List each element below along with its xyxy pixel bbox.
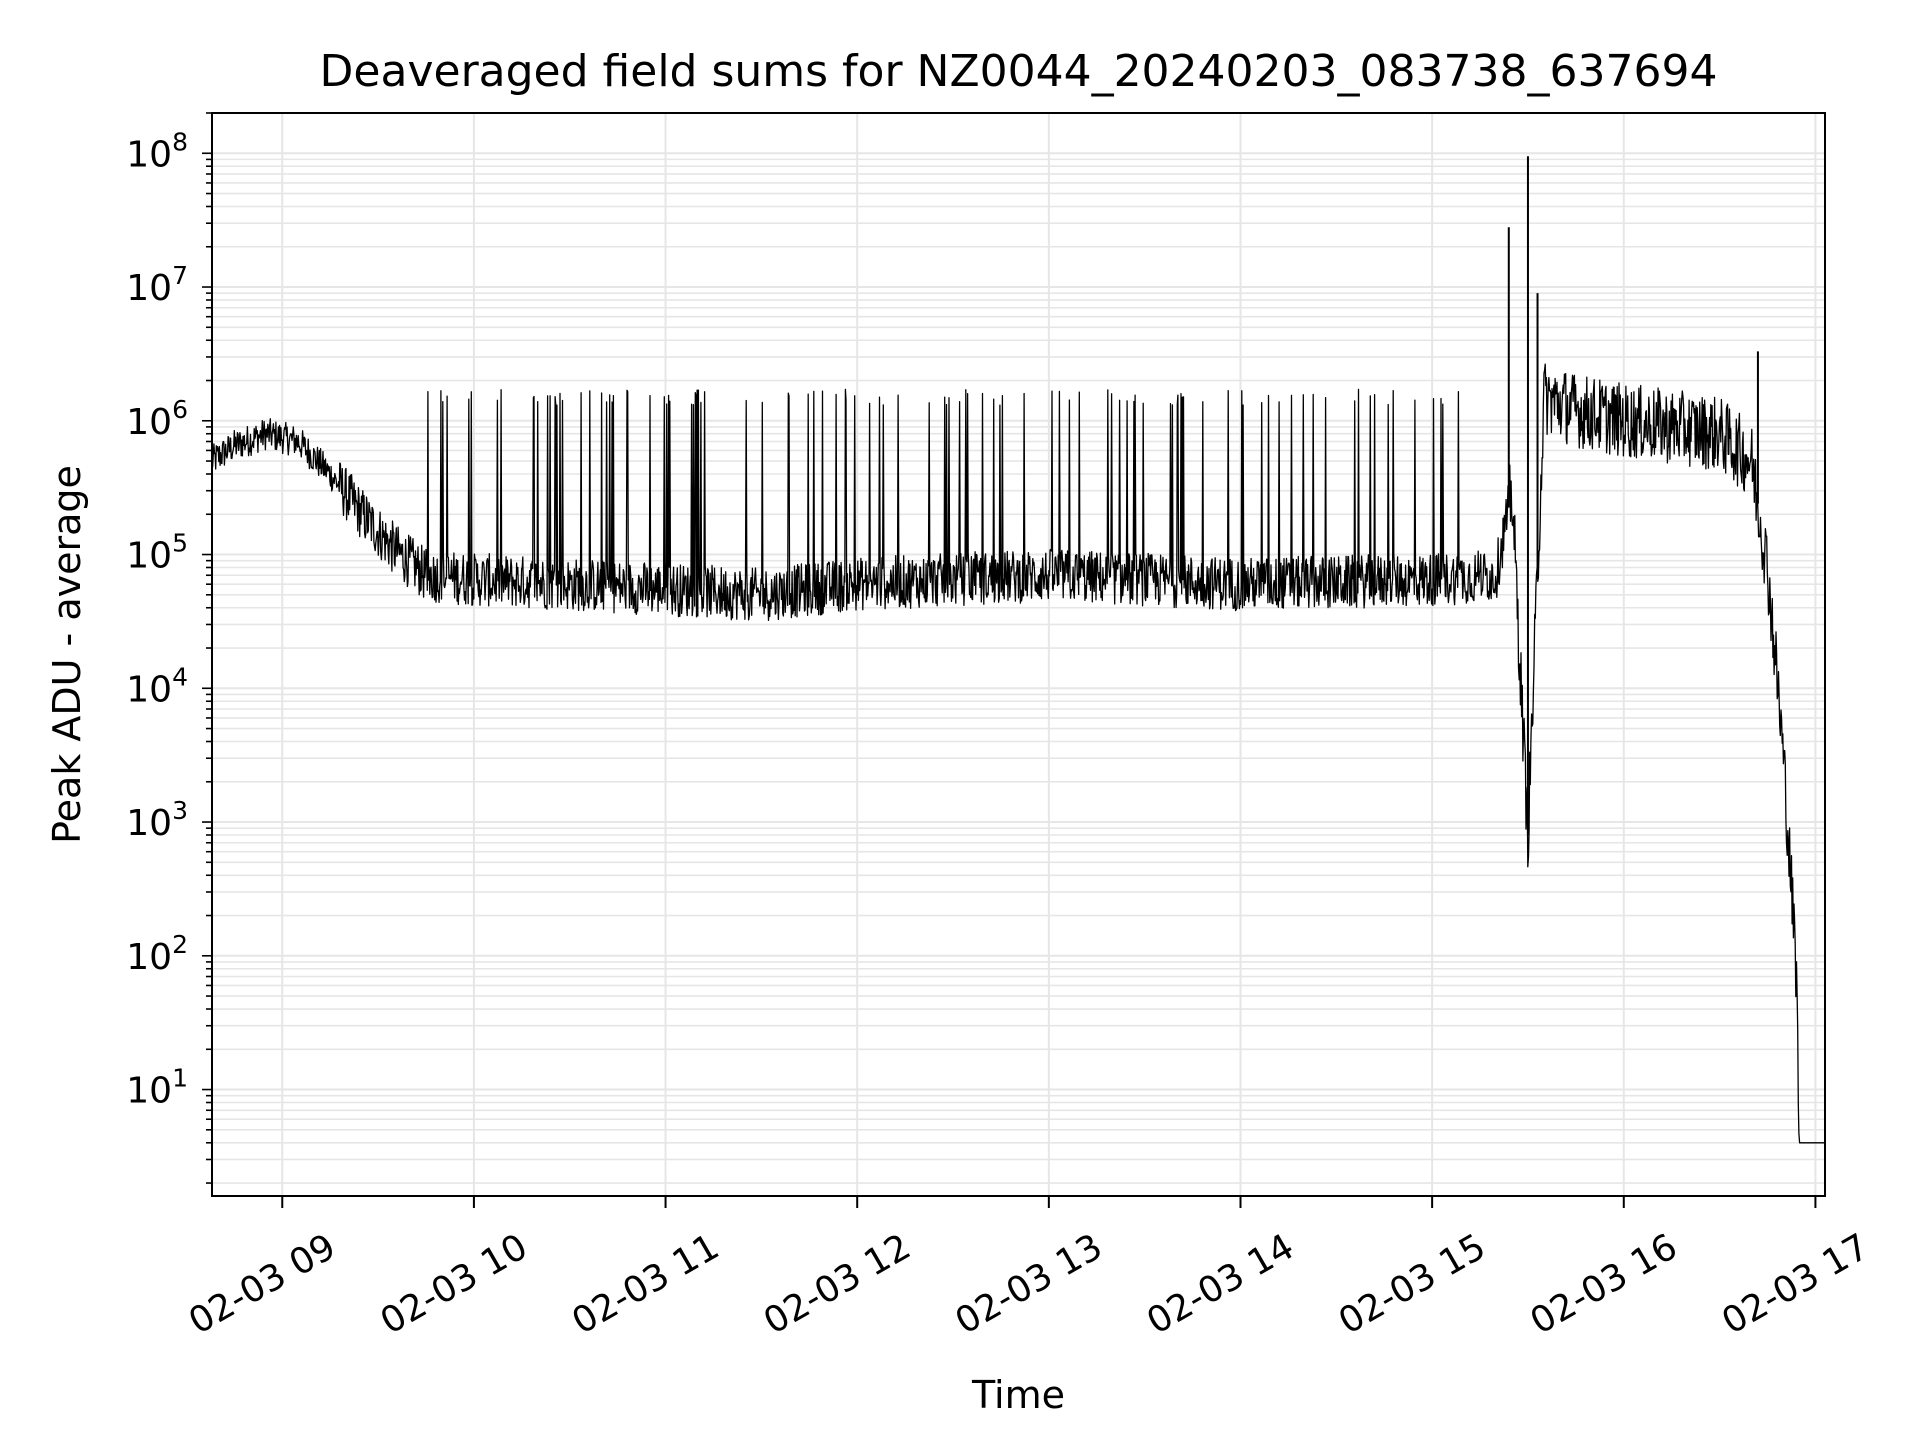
y-tick-label: 104 (126, 662, 188, 710)
y-tick-label: 106 (126, 395, 188, 443)
x-axis-label: Time (971, 1373, 1065, 1417)
grid (212, 112, 1825, 1196)
chart-title: Deaveraged field sums for NZ0044_2024020… (320, 46, 1718, 97)
plot-frame (211, 112, 1826, 1197)
y-tick-label: 108 (126, 127, 188, 175)
y-tick-label: 103 (126, 796, 188, 844)
y-axis-label: Peak ADU - average (45, 465, 89, 844)
data-series (211, 156, 1826, 1144)
y-tick-label: 101 (126, 1064, 188, 1112)
y-tick-label: 102 (126, 930, 188, 978)
y-tick-label: 105 (126, 529, 188, 577)
y-tick-label: 107 (126, 261, 188, 309)
series-line (211, 363, 1826, 1144)
